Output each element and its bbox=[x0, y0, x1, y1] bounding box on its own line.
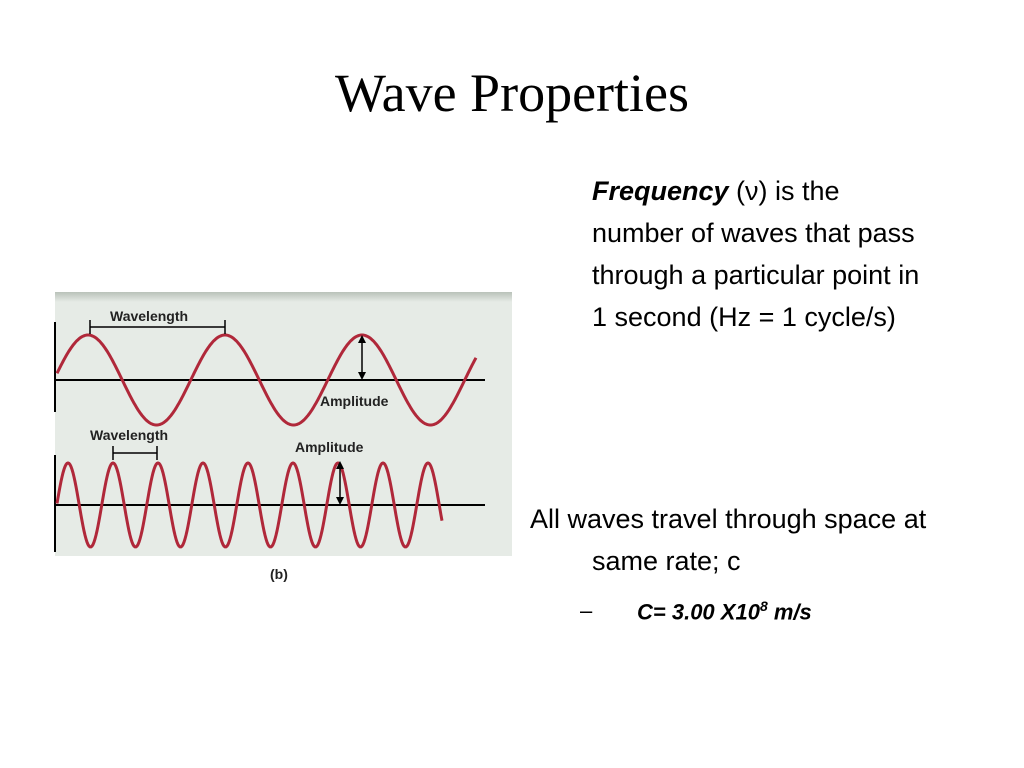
arrowheads bbox=[336, 335, 366, 505]
value: C= 3.00 X10 bbox=[637, 599, 760, 625]
label: Amplitude bbox=[320, 393, 389, 409]
label: Wavelength bbox=[90, 427, 168, 443]
label: Amplitude bbox=[295, 439, 364, 455]
caption: (b) bbox=[270, 566, 288, 582]
label: Wavelength bbox=[110, 308, 188, 324]
wave-long bbox=[55, 333, 478, 427]
title: Wave Properties bbox=[334, 63, 690, 123]
wave-short bbox=[55, 461, 444, 549]
marker: – bbox=[580, 598, 593, 623]
text: C= 3.00 X108 m/s bbox=[637, 598, 812, 625]
figure-background bbox=[55, 292, 512, 556]
unit: m/s bbox=[767, 599, 812, 625]
bullet: All waves travel through space at same r… bbox=[530, 504, 927, 576]
term: Frequency bbox=[592, 176, 729, 206]
paragraph: Frequency (ν) is the number of waves tha… bbox=[592, 170, 927, 338]
text: (ν) is the number of waves that pass thr… bbox=[592, 176, 920, 332]
figure-shadow bbox=[55, 292, 512, 302]
exponent: 8 bbox=[759, 598, 768, 614]
annotations bbox=[89, 320, 363, 503]
